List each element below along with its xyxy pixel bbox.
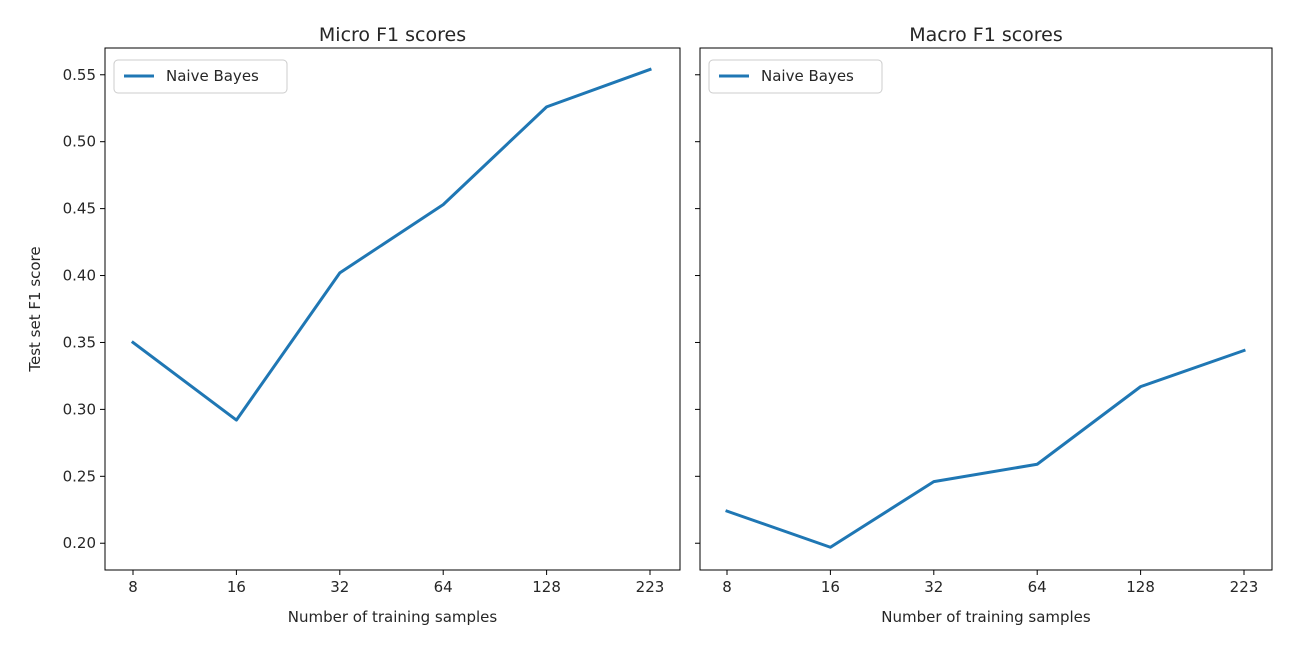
- series-line-naive-bayes: [725, 348, 1246, 549]
- x-axis-label: Number of training samples: [288, 608, 498, 626]
- y-tick-label: 0.45: [63, 200, 96, 218]
- y-tick-label: 0.50: [63, 133, 96, 151]
- y-tick-label: 0.40: [63, 267, 96, 285]
- x-tick-label: 128: [1126, 578, 1155, 596]
- x-tick-label: 16: [821, 578, 840, 596]
- chart-title: Micro F1 scores: [319, 24, 466, 46]
- x-tick-label: 32: [924, 578, 943, 596]
- x-tick-label: 64: [1028, 578, 1047, 596]
- y-tick-label: 0.35: [63, 333, 96, 351]
- chart-title: Macro F1 scores: [909, 24, 1063, 46]
- x-tick-label: 8: [128, 578, 138, 596]
- y-axis-label: Test set F1 score: [26, 246, 44, 372]
- series-line-naive-bayes: [130, 67, 652, 422]
- legend: Naive Bayes: [708, 59, 883, 94]
- legend-label: Naive Bayes: [166, 67, 259, 85]
- macro-f1-chart: Macro F1 scores 8 16 32 64 128 223 Number of tr…: [695, 24, 1273, 626]
- x-tick-label: 223: [1230, 578, 1259, 596]
- x-tick-label: 32: [330, 578, 349, 596]
- legend-label: Naive Bayes: [761, 67, 854, 85]
- x-axis-label: Number of training samples: [881, 608, 1091, 626]
- legend: Naive Bayes: [113, 59, 288, 94]
- x-tick-label: 128: [532, 578, 561, 596]
- x-tick-label: 16: [227, 578, 246, 596]
- micro-f1-chart: Micro F1 scores 8 16 32 64 128 223 0.20 0.25 0.30…: [26, 24, 681, 626]
- axes-frame: [104, 47, 681, 571]
- x-tick-label: 223: [636, 578, 665, 596]
- x-tick-label: 8: [722, 578, 732, 596]
- axes-frame: [699, 47, 1273, 571]
- y-tick-label: 0.25: [63, 467, 96, 485]
- y-tick-label: 0.20: [63, 534, 96, 552]
- legend-box: [113, 59, 288, 94]
- y-tick-label: 0.55: [63, 66, 96, 84]
- x-tick-label: 64: [434, 578, 453, 596]
- y-tick-label: 0.30: [63, 400, 96, 418]
- legend-box: [708, 59, 883, 94]
